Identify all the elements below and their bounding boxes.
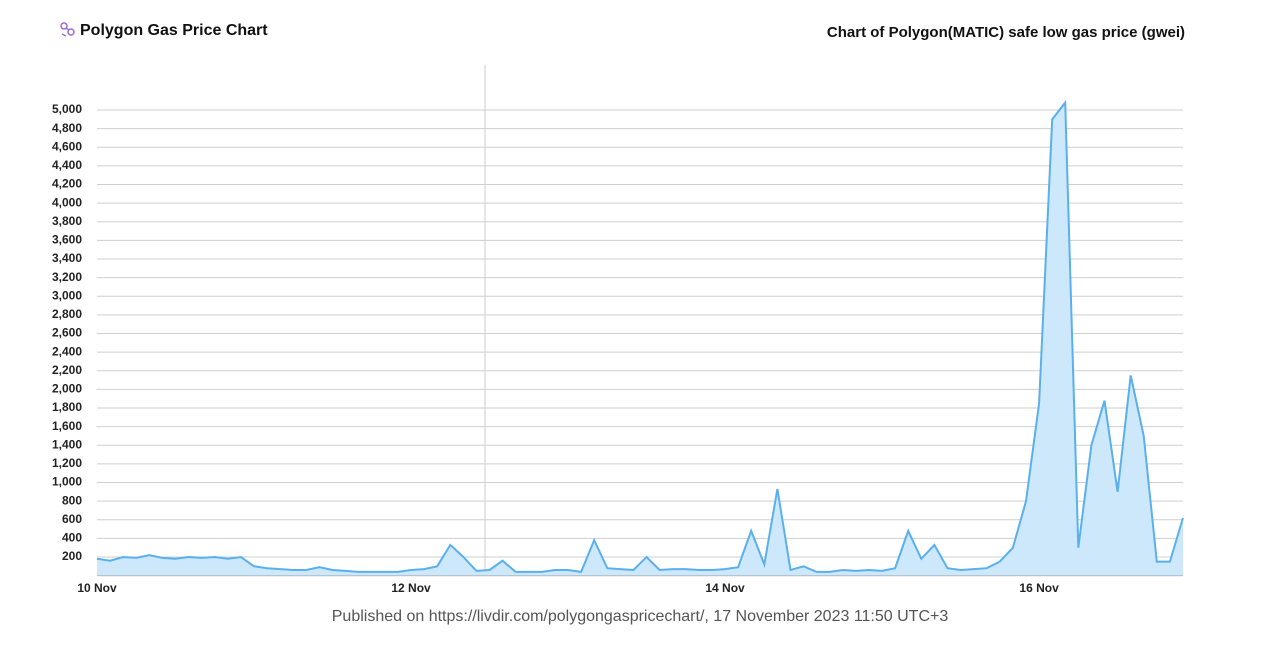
y-tick-label: 2,000 (52, 382, 82, 396)
y-tick-label: 4,400 (52, 158, 82, 172)
y-tick-label: 200 (62, 549, 82, 563)
x-tick-label: 14 Nov (705, 581, 745, 595)
y-tick-label: 4,800 (52, 121, 82, 135)
y-tick-label: 2,200 (52, 363, 82, 377)
x-tick-label: 12 Nov (391, 581, 431, 595)
y-tick-label: 5,000 (52, 102, 82, 116)
y-tick-label: 1,800 (52, 400, 82, 414)
y-tick-label: 1,600 (52, 419, 82, 433)
y-tick-label: 4,000 (52, 195, 82, 209)
y-tick-label: 2,600 (52, 326, 82, 340)
y-tick-label: 3,400 (52, 251, 82, 265)
y-tick-label: 1,400 (52, 437, 82, 451)
y-tick-label: 400 (62, 531, 82, 545)
y-tick-label: 1,200 (52, 456, 82, 470)
chart-subtitle: Chart of Polygon(MATIC) safe low gas pri… (827, 24, 1185, 41)
y-tick-label: 3,600 (52, 233, 82, 247)
y-tick-label: 2,800 (52, 307, 82, 321)
y-tick-label: 3,800 (52, 214, 82, 228)
x-tick-label: 16 Nov (1019, 581, 1059, 595)
chart-title: Polygon Gas Price Chart (80, 22, 268, 39)
y-tick-label: 4,600 (52, 139, 82, 153)
y-tick-label: 4,200 (52, 177, 82, 191)
x-tick-label: 10 Nov (77, 581, 117, 595)
y-tick-label: 2,400 (52, 344, 82, 358)
footer: Published on https://livdir.com/polygong… (332, 608, 949, 625)
y-tick-label: 800 (62, 493, 82, 507)
y-tick-label: 1,000 (52, 475, 82, 489)
logo-icon (60, 22, 75, 37)
y-tick-label: 3,000 (52, 288, 82, 302)
y-tick-label: 3,200 (52, 270, 82, 284)
area-line (96, 99, 1184, 574)
area-fill (97, 102, 1183, 576)
y-tick-label: 600 (62, 512, 82, 526)
